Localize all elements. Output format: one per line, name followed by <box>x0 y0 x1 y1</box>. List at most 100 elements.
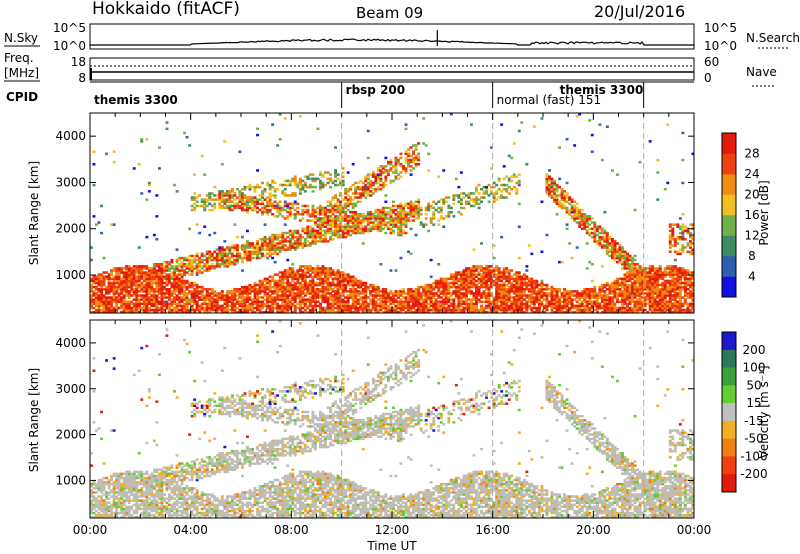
power-echo-cell <box>190 196 194 199</box>
power-echo-cell <box>213 290 217 293</box>
power-echo-cell <box>158 300 161 303</box>
power-echo-cell <box>480 265 483 268</box>
power-echo-cell <box>326 292 330 295</box>
power-echo-cell <box>248 296 252 299</box>
power-echo-cell <box>351 306 355 310</box>
power-echo-cell <box>210 192 214 195</box>
power-echo-cell <box>137 310 141 314</box>
power-echo-cell <box>442 304 446 308</box>
power-echo-cell <box>517 279 521 283</box>
power-echo-cell <box>248 188 252 191</box>
power-echo-cell <box>145 298 149 301</box>
power-echo-cell <box>173 292 176 295</box>
power-echo-cell <box>364 179 368 183</box>
power-echo-cell <box>404 160 408 164</box>
power-echo-cell <box>190 300 194 303</box>
power-echo-cell <box>492 269 496 272</box>
power-echo-cell <box>590 150 594 153</box>
power-echo-cell <box>90 283 93 287</box>
power-echo-cell <box>92 298 96 301</box>
power-echo-cell <box>344 285 348 289</box>
power-echo-cell <box>341 233 345 237</box>
power-echo-cell <box>384 179 388 183</box>
power-echo-cell <box>110 273 113 276</box>
power-echo-cell <box>457 308 461 312</box>
power-echo-cell <box>346 296 350 299</box>
power-echo-cell <box>97 279 101 283</box>
power-echo-cell <box>163 304 166 308</box>
power-echo-cell <box>492 310 496 314</box>
power-echo-cell <box>198 285 202 289</box>
power-echo-cell <box>384 221 388 224</box>
power-echo-cell <box>472 292 476 295</box>
power-echo-cell <box>95 223 98 226</box>
power-echo-cell <box>540 296 544 299</box>
power-echo-cell <box>165 302 169 306</box>
power-echo-cell <box>339 229 342 233</box>
power-echo-cell <box>439 217 443 220</box>
power-echo-cell <box>414 300 418 303</box>
power-echo-cell <box>495 283 499 287</box>
power-echo-cell <box>256 288 259 291</box>
power-echo-cell <box>117 298 121 301</box>
power-echo-cell <box>527 283 531 287</box>
power-echo-cell <box>296 185 300 189</box>
power-echo-cell <box>266 256 270 260</box>
power-echo-cell <box>238 196 242 199</box>
power-echo-cell <box>261 296 264 299</box>
power-echo-cell <box>351 215 355 218</box>
power-echo-cell <box>261 246 264 249</box>
power-echo-cell <box>336 283 340 287</box>
power-echo-cell <box>193 258 197 262</box>
power-echo-cell <box>477 288 481 291</box>
power-echo-cell <box>145 235 149 239</box>
power-echo-cell <box>449 206 453 210</box>
power-echo-cell <box>414 308 418 312</box>
power-echo-cell <box>437 210 441 214</box>
power-echo-cell <box>417 152 421 156</box>
power-echo-cell <box>399 290 403 293</box>
power-echo-cell <box>112 288 116 291</box>
power-echo-cell <box>236 196 239 199</box>
power-echo-cell <box>399 231 403 235</box>
power-echo-cell <box>288 248 292 251</box>
power-echo-cell <box>575 304 579 308</box>
power-echo-cell <box>407 288 410 291</box>
power-echo-cell <box>500 275 504 278</box>
power-echo-cell <box>251 244 254 247</box>
power-echo-cell <box>376 173 380 176</box>
power-echo-cell <box>457 279 461 283</box>
power-echo-cell <box>213 185 217 189</box>
power-echo-cell <box>155 279 159 283</box>
power-echo-cell <box>288 294 292 297</box>
power-echo-cell <box>253 290 257 293</box>
power-echo-cell <box>336 298 340 301</box>
power-echo-cell <box>454 306 458 310</box>
power-echo-cell <box>336 219 340 222</box>
power-echo-cell <box>102 281 106 285</box>
power-echo-cell <box>273 248 277 251</box>
power-echo-cell <box>510 283 514 287</box>
power-echo-cell <box>198 265 202 268</box>
power-echo-cell <box>308 185 312 189</box>
power-echo-cell <box>92 294 96 297</box>
power-echo-cell <box>449 210 453 214</box>
power-echo-cell <box>165 265 169 268</box>
power-echo-cell <box>356 181 360 185</box>
power-echo-cell <box>361 308 365 312</box>
power-echo-cell <box>427 302 431 306</box>
power-echo-cell <box>183 296 186 299</box>
power-echo-cell <box>180 275 184 278</box>
power-echo-cell <box>399 306 403 310</box>
power-echo-cell <box>439 283 443 287</box>
power-echo-cell <box>125 273 129 276</box>
power-echo-cell <box>291 279 295 283</box>
power-echo-cell <box>256 292 259 295</box>
power-echo-cell <box>263 240 267 243</box>
power-echo-cell <box>384 294 388 297</box>
power-echo-cell <box>487 300 491 303</box>
power-echo-cell <box>306 267 310 270</box>
power-echo-cell <box>339 304 342 308</box>
power-echo-cell <box>439 215 443 218</box>
power-echo-cell <box>180 306 184 310</box>
